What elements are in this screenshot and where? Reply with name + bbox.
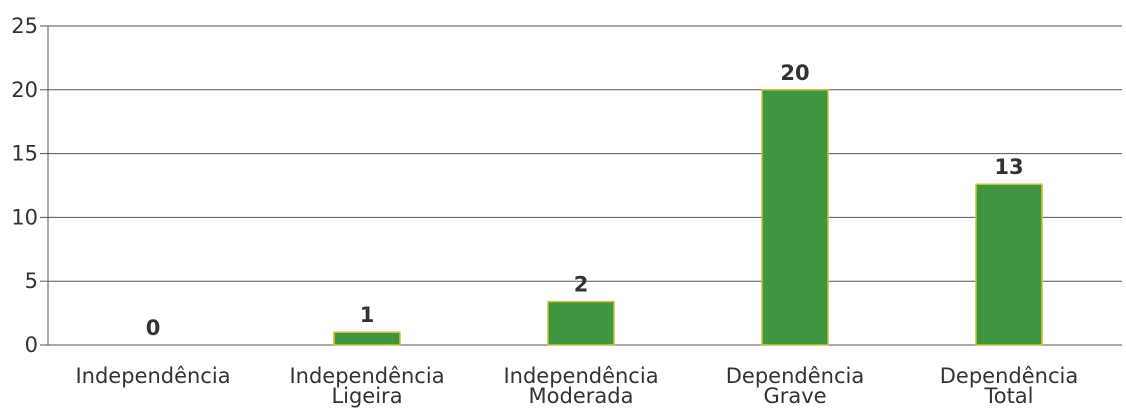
data-label: 2: [574, 273, 589, 297]
y-axis-ticks: 0 5 10 15 20 25: [11, 14, 48, 357]
x-tick-label-line: Independência: [289, 364, 444, 388]
data-label: 13: [994, 155, 1023, 179]
gridlines: [48, 25, 1122, 282]
bar: [761, 89, 829, 346]
x-tick-label-line: Moderada: [529, 384, 634, 408]
data-labels: 0 1 2 20 13: [146, 61, 1024, 340]
bar: [547, 300, 615, 346]
bar: [975, 183, 1043, 346]
x-axis-labels: Independência Independência LigeiraIndepen…: [75, 364, 1078, 408]
y-tick-label: 10: [11, 205, 38, 229]
x-tick-label-line: Dependência: [726, 364, 864, 388]
y-tick-label: 15: [11, 142, 38, 166]
x-tick-label: Independência: [75, 364, 230, 388]
x-tick-label-line: Dependência: [940, 364, 1078, 388]
x-tick-label-line: Total: [983, 384, 1033, 408]
x-tick-label: Dependência Total: [940, 364, 1078, 408]
x-tick-label: Dependência Grave: [726, 364, 864, 408]
x-tick-label-line: Grave: [763, 384, 826, 408]
x-tick-label: Independência Ligeira: [289, 364, 444, 408]
x-tick-label-line: Ligeira: [331, 384, 402, 408]
bars: [333, 89, 1043, 346]
y-tick-label: 20: [11, 78, 38, 102]
data-label: 20: [780, 61, 809, 85]
y-tick-label: 0: [25, 333, 38, 357]
x-tick-label-line: Independência: [503, 364, 658, 388]
bar: [333, 331, 401, 346]
y-tick-label: 25: [11, 14, 38, 38]
x-tick-label-line: Independência: [75, 364, 230, 388]
y-tick-label: 5: [25, 269, 38, 293]
data-label: 1: [360, 303, 375, 327]
data-label: 0: [146, 316, 161, 340]
x-tick-label: Independência Moderada: [503, 364, 658, 408]
